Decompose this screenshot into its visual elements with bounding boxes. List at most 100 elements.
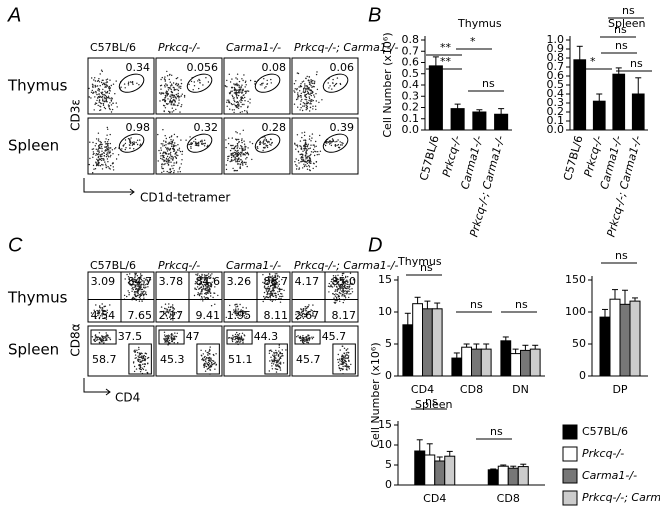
event-dot	[272, 359, 274, 362]
event-dot	[97, 336, 100, 338]
event-dot	[236, 82, 238, 85]
event-dot	[336, 278, 338, 280]
event-dot	[335, 275, 337, 277]
event-dot	[165, 146, 167, 149]
event-dot	[301, 308, 303, 311]
event-dot	[178, 97, 180, 99]
event-dot	[168, 143, 170, 145]
event-dot	[297, 94, 299, 96]
event-dot	[91, 89, 94, 92]
event-dot	[303, 316, 306, 318]
event-dot	[299, 90, 301, 92]
event-dot	[321, 99, 323, 101]
event-dot	[233, 111, 235, 114]
event-dot	[145, 293, 148, 296]
event-dot	[236, 106, 238, 109]
event-dot	[348, 283, 350, 286]
event-dot	[139, 289, 141, 291]
column-header: Carma1-/-	[226, 259, 281, 272]
event-dot	[209, 365, 211, 367]
event-dot	[124, 148, 127, 151]
event-dot	[103, 313, 105, 316]
event-dot	[140, 286, 142, 288]
gate	[322, 73, 349, 93]
event-dot	[308, 164, 310, 167]
event-dot	[189, 136, 191, 138]
event-dot	[211, 284, 213, 286]
flow-plot	[155, 57, 223, 115]
event-dot	[275, 282, 277, 284]
event-dot	[159, 152, 162, 154]
y-tick-label: 0.2	[402, 101, 420, 114]
event-dot	[166, 162, 168, 164]
event-dot	[109, 90, 111, 92]
event-dot	[145, 291, 147, 293]
x-tick-label: Prkcq-/-	[440, 134, 463, 178]
bar	[424, 454, 436, 486]
event-dot	[313, 82, 316, 85]
event-dot	[271, 365, 273, 367]
event-dot	[234, 338, 236, 341]
event-dot	[301, 98, 303, 101]
event-dot	[190, 146, 192, 148]
event-dot	[109, 97, 111, 100]
event-dot	[328, 143, 331, 145]
event-dot	[194, 138, 197, 140]
event-dot	[295, 313, 297, 316]
event-dot	[101, 168, 104, 170]
significance-label: ns	[515, 298, 528, 311]
event-dot	[338, 291, 341, 294]
event-dot	[308, 304, 310, 306]
event-dot	[236, 163, 239, 165]
event-dot	[235, 335, 237, 338]
gate-value: 0.06	[330, 61, 355, 74]
event-dot	[205, 280, 207, 282]
bar	[434, 460, 446, 486]
event-dot	[249, 79, 252, 82]
event-dot	[169, 313, 172, 315]
event-dot	[341, 368, 344, 371]
plot-frame	[87, 325, 155, 377]
event-dot	[171, 101, 173, 103]
event-dot	[165, 335, 168, 337]
event-dot	[332, 275, 335, 277]
event-dot	[106, 101, 108, 103]
event-dot	[341, 295, 343, 297]
event-dot	[168, 161, 170, 164]
event-dot	[199, 283, 201, 286]
event-dot	[241, 138, 243, 140]
event-dot	[241, 310, 243, 312]
event-dot	[310, 103, 312, 105]
event-dot	[229, 149, 232, 152]
event-dot	[207, 277, 209, 279]
y-tick-label: 0	[385, 369, 392, 382]
event-dot	[305, 156, 307, 159]
event-dot	[279, 361, 282, 363]
event-dot	[334, 302, 336, 304]
event-dot	[310, 153, 312, 156]
event-dot	[162, 92, 164, 94]
event-dot	[173, 171, 175, 174]
event-dot	[214, 368, 216, 370]
event-dot	[305, 340, 307, 342]
event-dot	[94, 168, 97, 170]
event-dot	[347, 348, 349, 350]
event-dot	[96, 309, 98, 312]
event-dot	[309, 106, 312, 109]
event-dot	[183, 96, 186, 98]
event-dot	[98, 101, 100, 103]
legend-swatch	[562, 468, 578, 484]
event-dot	[344, 292, 346, 295]
event-dot	[168, 149, 171, 151]
event-dot	[136, 82, 138, 85]
event-dot	[263, 285, 266, 287]
event-dot	[303, 144, 306, 146]
event-dot	[106, 81, 109, 83]
event-dot	[165, 83, 167, 85]
event-dot	[308, 148, 310, 150]
event-dot	[169, 316, 171, 318]
event-dot	[300, 161, 302, 163]
significance-label: ns	[490, 425, 503, 438]
significance-label: ns	[614, 23, 627, 36]
event-dot	[136, 275, 139, 277]
